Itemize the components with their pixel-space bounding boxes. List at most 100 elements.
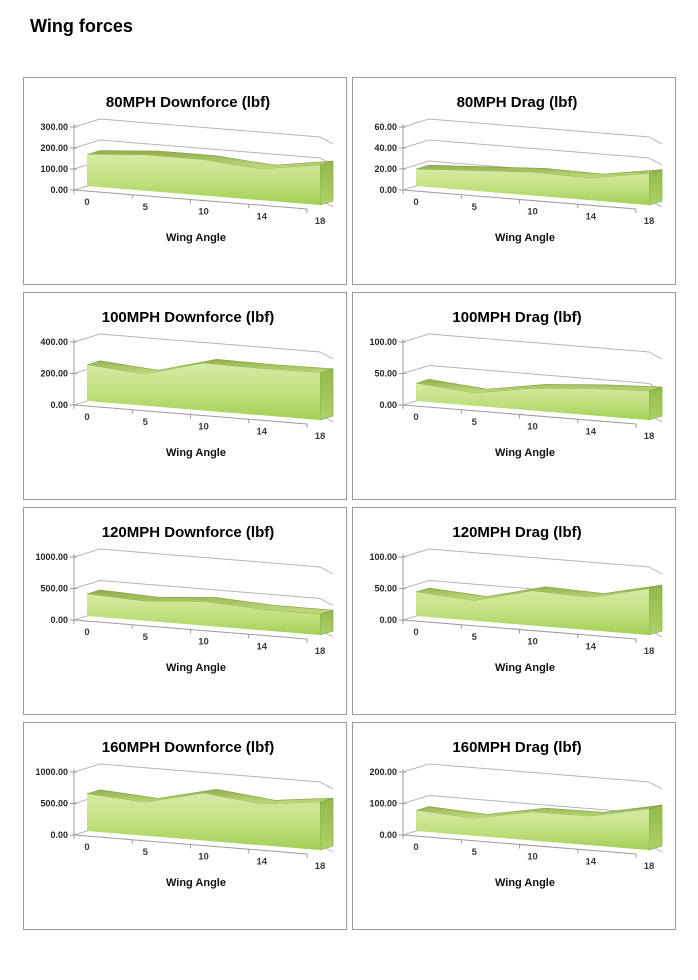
x-tick-label: 14 <box>256 426 267 437</box>
x-axis: 0 5 10 14 18 Wing Angle <box>402 834 655 889</box>
gridline <box>73 763 334 790</box>
x-tick-label: 18 <box>315 646 326 657</box>
x-tick-label: 18 <box>315 216 326 227</box>
y-tick-label: 1000.00 <box>35 552 68 562</box>
chart-100mph-downforce-lbf: 0.00 200.00 400.00 0 5 10 14 18 Wing Angle 100MPH… <box>23 292 347 500</box>
area-top-ribbon <box>415 804 663 819</box>
x-tick-label: 18 <box>644 216 655 227</box>
y-tick-label: 1000.00 <box>35 767 68 777</box>
area-side-face <box>648 169 663 206</box>
chart-title: 80MPH Drag (lbf) <box>457 94 578 111</box>
x-tick-label: 0 <box>413 842 418 853</box>
chart-canvas: 0.00 500.00 1000.00 0 5 10 14 18 Wing Angle 120MP… <box>35 524 334 674</box>
x-tick-label: 0 <box>413 627 418 638</box>
area-series <box>415 164 663 206</box>
x-tick-label: 18 <box>644 431 655 442</box>
x-tick-label: 18 <box>644 861 655 872</box>
chart-canvas: 0.00 500.00 1000.00 0 5 10 14 18 Wing Angle 160MP… <box>35 739 334 889</box>
gridline <box>73 548 334 575</box>
area-top-ribbon <box>415 379 663 394</box>
x-tick-label: 0 <box>84 627 89 638</box>
x-tick-label: 0 <box>84 842 89 853</box>
y-tick-label: 0.00 <box>379 185 397 195</box>
area-series <box>86 589 334 636</box>
chart-canvas: 0.00 50.00 100.00 0 5 10 14 18 Wing Angle 100MPH … <box>369 309 663 459</box>
y-tick-label: 60.00 <box>374 122 397 132</box>
y-tick-label: 200.00 <box>40 369 68 379</box>
y-axis: 0.00 200.00 400.00 <box>40 337 77 410</box>
chart-100mph-drag-lbf: 0.00 50.00 100.00 0 5 10 14 18 Wing Angle 100MPH … <box>352 292 676 500</box>
y-tick-label: 400.00 <box>40 337 68 347</box>
x-axis-title: Wing Angle <box>495 447 555 459</box>
x-axis: 0 5 10 14 18 Wing Angle <box>73 619 326 674</box>
y-tick-label: 100.00 <box>40 164 68 174</box>
x-tick-label: 10 <box>527 207 538 218</box>
area-top-ribbon <box>86 788 334 805</box>
y-tick-label: 100.00 <box>369 552 397 562</box>
area-series <box>415 379 663 421</box>
gridline <box>402 118 663 145</box>
x-tick-label: 14 <box>585 856 596 867</box>
x-tick-label: 5 <box>143 847 149 858</box>
gridline <box>402 548 663 575</box>
area-series <box>86 358 334 421</box>
x-tick-label: 0 <box>413 412 418 423</box>
area-side-face <box>319 368 334 421</box>
x-axis: 0 5 10 14 18 Wing Angle <box>402 619 654 674</box>
chart-title: 80MPH Downforce (lbf) <box>106 94 270 111</box>
x-tick-label: 10 <box>527 637 538 648</box>
x-axis-title: Wing Angle <box>495 662 555 674</box>
area-front-face <box>416 809 649 850</box>
area-series <box>415 584 663 636</box>
chart-canvas: 0.00 100.00 200.00 0 5 10 14 18 Wing Angle 160MPH… <box>369 739 663 889</box>
y-tick-label: 500.00 <box>40 584 68 594</box>
chart-title: 160MPH Downforce (lbf) <box>102 739 275 756</box>
charts-grid: 0.00 100.00 200.00 300.00 0 5 10 14 18 Wing Angle… <box>23 77 676 930</box>
x-tick-label: 14 <box>256 856 267 867</box>
y-axis: 0.00 50.00 100.00 <box>369 552 406 625</box>
x-tick-label: 14 <box>256 641 267 652</box>
x-axis-title: Wing Angle <box>166 447 226 459</box>
y-tick-label: 100.00 <box>369 799 397 809</box>
y-tick-label: 0.00 <box>50 400 68 410</box>
y-tick-label: 300.00 <box>40 122 68 132</box>
gridline <box>73 333 334 360</box>
x-axis-title: Wing Angle <box>495 232 555 244</box>
chart-80mph-drag-lbf: 0.00 20.00 40.00 60.00 0 5 10 14 18 Wing Angle 80M… <box>352 77 676 285</box>
chart-canvas: 0.00 200.00 400.00 0 5 10 14 18 Wing Angle 100MPH… <box>40 309 334 459</box>
area-series <box>86 788 334 851</box>
chart-120mph-drag-lbf: 0.00 50.00 100.00 0 5 10 14 18 Wing Angle 120MPH … <box>352 507 676 715</box>
area-front-face <box>416 589 649 635</box>
x-tick-label: 5 <box>472 847 478 858</box>
x-tick-label: 5 <box>143 632 149 643</box>
x-axis: 0 5 10 14 18 Wing Angle <box>73 404 325 459</box>
y-axis: 0.00 100.00 200.00 <box>369 767 406 840</box>
area-side-face <box>648 386 663 421</box>
y-tick-label: 0.00 <box>50 830 68 840</box>
y-tick-label: 500.00 <box>40 799 68 809</box>
y-tick-label: 0.00 <box>379 830 397 840</box>
gridline <box>73 118 334 145</box>
area-top-ribbon <box>415 584 663 601</box>
y-axis: 0.00 100.00 200.00 300.00 <box>40 122 77 195</box>
chart-title: 120MPH Downforce (lbf) <box>102 524 275 541</box>
x-axis-title: Wing Angle <box>166 662 226 674</box>
x-tick-label: 10 <box>198 637 209 648</box>
chart-title: 160MPH Drag (lbf) <box>452 739 581 756</box>
y-axis: 0.00 20.00 40.00 60.00 <box>374 122 406 195</box>
gridline <box>402 763 663 790</box>
x-tick-label: 5 <box>472 202 478 213</box>
chart-title: 120MPH Drag (lbf) <box>452 524 581 541</box>
x-tick-label: 5 <box>143 417 149 428</box>
y-tick-label: 200.00 <box>40 143 68 153</box>
y-tick-label: 0.00 <box>50 185 68 195</box>
chart-80mph-downforce-lbf: 0.00 100.00 200.00 300.00 0 5 10 14 18 Wing Angle… <box>23 77 347 285</box>
gridline <box>402 333 663 360</box>
y-tick-label: 0.00 <box>379 615 397 625</box>
area-top-ribbon <box>86 358 334 375</box>
x-tick-label: 14 <box>585 641 596 652</box>
area-side-face <box>319 797 334 851</box>
y-tick-label: 200.00 <box>369 767 397 777</box>
x-tick-label: 0 <box>84 197 89 208</box>
x-axis: 0 5 10 14 18 Wing Angle <box>402 404 655 459</box>
